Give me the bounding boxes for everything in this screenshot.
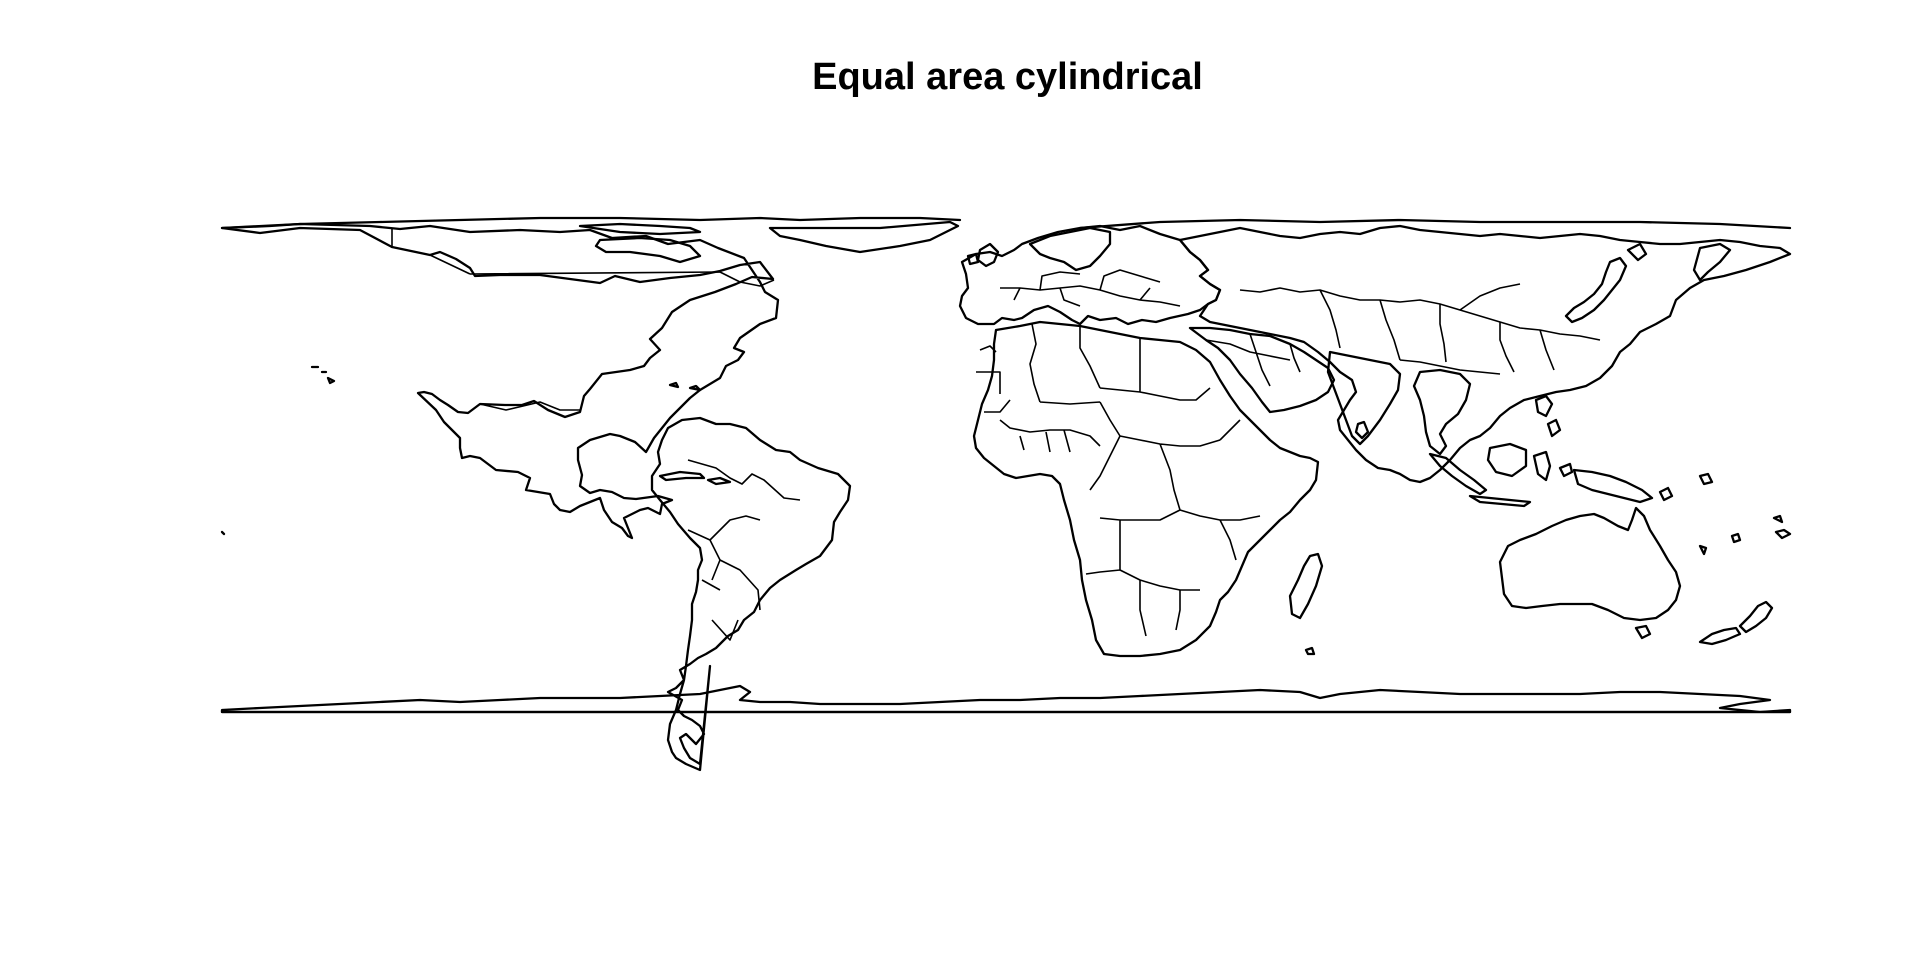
- map-title: Equal area cylindrical: [812, 56, 1203, 98]
- africa-west-borders: [976, 345, 1071, 453]
- madagascar-outline: [1288, 552, 1324, 620]
- us-mexico-border: [479, 401, 580, 411]
- kamchatka-outline: [1692, 242, 1732, 282]
- antarctica-outline: [220, 684, 1792, 714]
- new-guinea-outline: [1572, 468, 1714, 504]
- north-america-outline: [220, 222, 780, 540]
- greenland-outline: [768, 220, 960, 254]
- british-isles-outline: [966, 242, 1000, 268]
- canada-us-border: [391, 229, 775, 287]
- indonesia-outline: [1428, 394, 1574, 508]
- africa-outline: [972, 320, 1320, 658]
- south-america-outline: [650, 416, 852, 772]
- tasmania-outline: [1634, 624, 1652, 640]
- europe-outline: [958, 224, 1222, 326]
- small-island-dot: [220, 530, 226, 536]
- europe-borders: [1000, 269, 1181, 307]
- japan-outline: [1564, 242, 1648, 324]
- hawaii-outline: [310, 365, 336, 385]
- southeast-asia-outline: [1412, 368, 1472, 456]
- scandinavia-outline: [1028, 226, 1112, 272]
- arctic-islands-outline: [578, 222, 702, 264]
- pacific-islands-outline: [1304, 514, 1792, 656]
- caribbean-islands-outline: [658, 381, 732, 486]
- new-zealand-outline: [1698, 600, 1774, 646]
- africa-borders: [999, 323, 1261, 637]
- middle-east-borders: [1205, 333, 1301, 387]
- asia-outline: [1178, 224, 1792, 484]
- middle-east-outline: [1188, 326, 1336, 414]
- south-america-borders: [687, 459, 801, 641]
- arctic-top-edge: [220, 216, 1792, 230]
- australia-outline: [1498, 506, 1682, 622]
- india-outline: [1326, 350, 1402, 446]
- sri-lanka-outline: [1354, 420, 1370, 440]
- asia-borders: [1239, 283, 1601, 375]
